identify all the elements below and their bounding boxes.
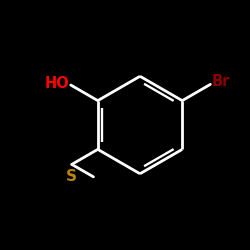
Text: S: S [66, 170, 77, 184]
Text: Br: Br [212, 74, 230, 90]
Text: HO: HO [45, 76, 70, 91]
